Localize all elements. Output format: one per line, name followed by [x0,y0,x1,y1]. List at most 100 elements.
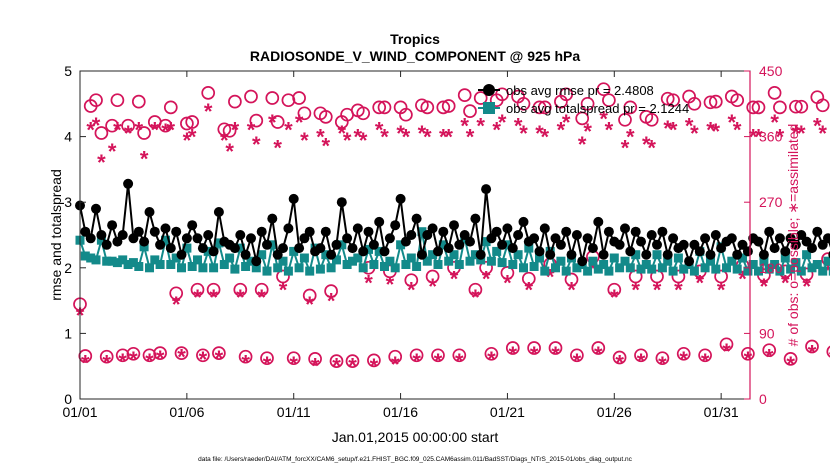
spread-point [299,253,309,263]
obs-possible-point [276,269,290,284]
rmse-point [603,226,614,237]
obs-possible-point [270,115,285,129]
rmse-point [133,226,144,237]
obs-possible-point [495,87,509,102]
rmse-point [449,220,459,231]
rmse-point [545,249,556,260]
obs-assimilated-point: * [712,119,721,144]
rmse-point [657,226,668,237]
spread-point [150,255,160,265]
obs-assimilated-point: * [428,274,437,299]
spread-point [182,243,192,253]
obs-assimilated-point: * [231,117,240,142]
obs-assimilated-point: * [439,125,448,150]
rmse-point [678,239,689,250]
rmse-point [395,193,406,204]
obs-assimilated-point: * [391,352,400,377]
obs-assimilated-point: * [690,121,699,146]
obs-assimilated-point: * [247,117,256,142]
rmse-point [267,213,278,224]
rmse-point [246,233,256,244]
rmse-point [475,249,486,260]
obs-assimilated-point: * [161,119,170,144]
rmse-point [571,230,582,240]
obs-possible-point [730,93,745,108]
spread-point [251,263,261,273]
obs-assimilated-point: * [140,147,149,172]
spread-point [700,263,710,273]
rmse-point [668,233,679,244]
obs-possible-point [687,96,702,111]
obs-assimilated-point: * [610,285,619,310]
obs-assimilated-point: * [653,278,662,303]
spread-point [139,242,149,252]
spread-point [529,262,539,271]
rmse-point [171,226,182,237]
spread-point [604,266,614,276]
rmse-point [326,249,337,260]
rmse-point [208,246,219,257]
spread-point [454,260,464,269]
obs-possible-point [441,99,456,113]
obs-assimilated-point: * [722,339,731,364]
rmse-point [587,243,598,254]
rmse-point [742,246,753,257]
spread-point [588,256,598,266]
rmse-point [454,239,465,250]
spread-point [556,256,566,266]
obs-possible-point [628,269,643,284]
obs-possible-point [789,99,803,114]
rmse-point [700,233,711,244]
rmse-point [85,233,96,244]
obs-assimilated-point: * [605,117,614,142]
spread-point [177,263,186,273]
rmse-point [406,230,417,240]
spread-point [428,250,438,260]
obs-possible-point [431,348,445,363]
obs-possible-point [612,350,627,365]
obs-assimilated-point: * [637,349,646,374]
obs-assimilated-point: * [802,274,811,299]
obs-possible-point [260,351,274,366]
spread-point [380,262,389,271]
spread-point [348,256,357,266]
rmse-point [315,243,326,254]
obs-possible-point [457,88,472,102]
obs-assimilated-point: * [557,117,566,142]
obs-assimilated-point: * [642,132,651,157]
spread-point [796,266,806,276]
spread-point [230,264,240,274]
obs-possible-point [505,341,520,355]
obs-possible-point [190,282,205,297]
spread-point [620,256,630,266]
obs-possible-point [575,111,590,126]
obs-assimilated-point: * [252,132,261,157]
rmse-point [710,230,721,240]
spread-point [711,264,721,274]
obs-assimilated-point: * [808,340,817,365]
obs-assimilated-point: * [498,110,507,135]
obs-possible-point [714,269,728,284]
obs-possible-point [345,354,360,368]
spread-point [486,256,496,266]
obs-assimilated-point: * [541,125,550,150]
obs-assimilated-point: * [583,119,592,144]
rmse-point [694,246,705,257]
spread-point [497,258,507,268]
obs-possible-point [377,100,392,115]
obs-assimilated-point: * [167,117,176,142]
obs-assimilated-point: * [402,125,411,150]
obs-assimilated-point: * [156,346,165,371]
y-tick-label: 0 [64,391,72,407]
spread-point [679,264,689,274]
obs-assimilated-point: * [332,354,341,379]
obs-possible-point [602,93,616,108]
obs-assimilated-point: * [113,117,122,142]
rmse-point [507,243,518,254]
obs-assimilated-point: * [696,270,705,295]
obs-possible-point [212,346,226,360]
obs-assimilated-point: * [760,274,769,299]
obs-assimilated-point: * [770,110,779,135]
x-tick-label: 01/01 [62,404,97,420]
